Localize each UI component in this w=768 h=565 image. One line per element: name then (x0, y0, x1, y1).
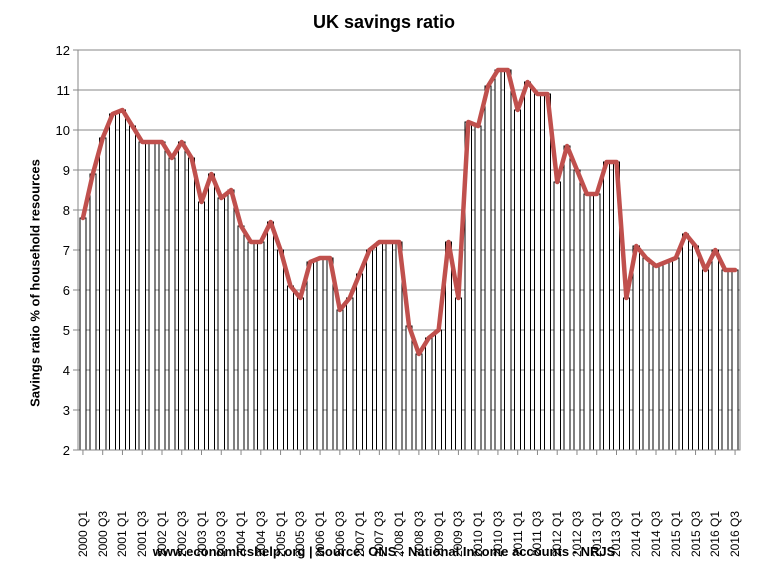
y-tick-label: 12 (44, 43, 70, 58)
x-tick-label: 2010 Q3 (491, 511, 505, 561)
x-tick-label: 2013 Q1 (590, 511, 604, 561)
x-tick-label: 2001 Q1 (115, 511, 129, 561)
y-tick-label: 8 (44, 203, 70, 218)
y-tick-label: 3 (44, 403, 70, 418)
y-tick-label: 6 (44, 283, 70, 298)
x-tick-label: 2000 Q1 (76, 511, 90, 561)
x-tick-label: 2008 Q3 (412, 511, 426, 561)
x-tick-label: 2006 Q1 (313, 511, 327, 561)
x-tick-label: 2000 Q3 (96, 511, 110, 561)
x-tick-label: 2009 Q1 (432, 511, 446, 561)
x-tick-label: 2005 Q3 (293, 511, 307, 561)
chart-plot (0, 0, 768, 565)
x-tick-label: 2008 Q1 (392, 511, 406, 561)
y-tick-label: 5 (44, 323, 70, 338)
x-tick-label: 2015 Q1 (669, 511, 683, 561)
y-tick-label: 2 (44, 443, 70, 458)
x-tick-label: 2006 Q3 (333, 511, 347, 561)
y-tick-label: 4 (44, 363, 70, 378)
y-tick-label: 9 (44, 163, 70, 178)
x-tick-label: 2011 Q3 (530, 511, 544, 561)
x-tick-label: 2012 Q1 (550, 511, 564, 561)
x-tick-label: 2001 Q3 (135, 511, 149, 561)
x-tick-label: 2003 Q1 (195, 511, 209, 561)
x-tick-label: 2015 Q3 (689, 511, 703, 561)
x-tick-label: 2003 Q3 (214, 511, 228, 561)
x-tick-label: 2014 Q1 (629, 511, 643, 561)
x-tick-label: 2007 Q3 (372, 511, 386, 561)
x-tick-label: 2002 Q1 (155, 511, 169, 561)
y-tick-label: 11 (44, 83, 70, 98)
x-tick-label: 2009 Q3 (451, 511, 465, 561)
x-tick-label: 2002 Q3 (175, 511, 189, 561)
chart-container: UK savings ratio Savings ratio % of hous… (0, 0, 768, 565)
x-tick-label: 2016 Q1 (708, 511, 722, 561)
x-tick-label: 2016 Q3 (728, 511, 742, 561)
y-tick-label: 10 (44, 123, 70, 138)
x-tick-label: 2004 Q1 (234, 511, 248, 561)
x-tick-label: 2014 Q3 (649, 511, 663, 561)
x-tick-label: 2010 Q1 (471, 511, 485, 561)
x-tick-label: 2005 Q1 (274, 511, 288, 561)
x-tick-label: 2011 Q1 (511, 511, 525, 561)
x-tick-label: 2004 Q3 (254, 511, 268, 561)
y-tick-label: 7 (44, 243, 70, 258)
x-tick-label: 2012 Q3 (570, 511, 584, 561)
x-tick-label: 2007 Q1 (353, 511, 367, 561)
x-tick-label: 2013 Q3 (609, 511, 623, 561)
